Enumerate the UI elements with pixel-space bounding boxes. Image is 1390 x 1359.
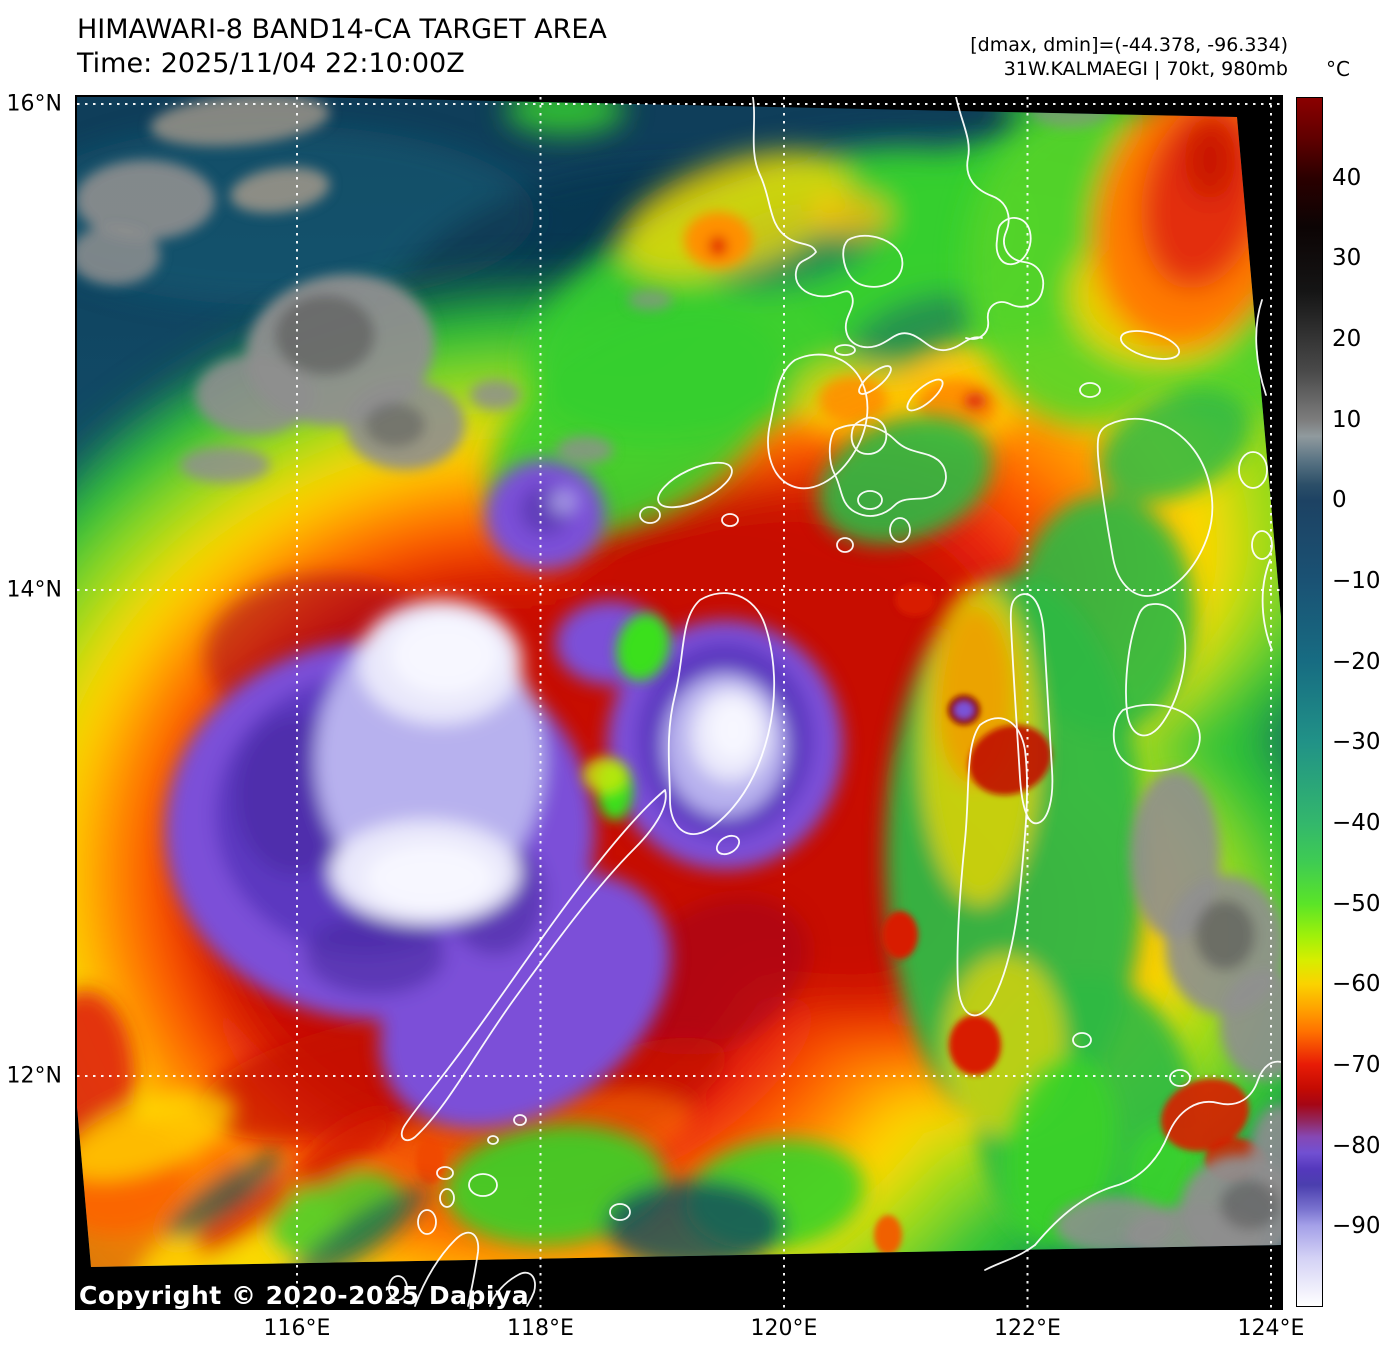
coastlines — [388, 97, 1281, 1307]
colorbar-tick-label: −60 — [1332, 971, 1381, 998]
colorbar-tick-label: 10 — [1332, 406, 1362, 433]
lat-tick-label: 14°N — [6, 577, 62, 603]
colorbar-tick-label: 20 — [1332, 326, 1362, 352]
lon-tick-label: 124°E — [1237, 1316, 1305, 1341]
stats-block: [dmax, dmin]=(-44.378, -96.334) 31W.KALM… — [970, 33, 1288, 81]
colorbar-tick-label: −20 — [1332, 648, 1381, 675]
grey-low-clouds — [77, 97, 1281, 1265]
colorbar-tick-label: 0 — [1332, 487, 1347, 514]
colorbar-tick-label: −90 — [1332, 1213, 1381, 1240]
lon-tick-label: 116°E — [263, 1316, 331, 1341]
latitude-axis: 16°N14°N12°N10°N8°N — [0, 91, 68, 1310]
longitude-axis: 116°E 118°E 120°E 122°E 124°E — [75, 1316, 1305, 1346]
colorbar-tick-label: −30 — [1332, 729, 1381, 756]
title-block: HIMAWARI-8 BAND14-CA TARGET AREA Time: 2… — [77, 13, 607, 81]
northeast-storm-cell — [965, 97, 1281, 425]
colorbar-tick-label: −40 — [1332, 810, 1381, 836]
colorbar-tick-label: −70 — [1332, 1052, 1381, 1078]
satellite-imagery — [77, 97, 1281, 1308]
graticule — [77, 97, 1281, 1308]
storm-info: 31W.KALMAEGI | 70kt, 980mb — [1003, 58, 1288, 80]
page-title: HIMAWARI-8 BAND14-CA TARGET AREA — [77, 14, 607, 45]
colorbar-unit-label: °C — [1326, 57, 1350, 81]
lat-tick-label: 12°N — [6, 1063, 62, 1089]
cloud-field — [77, 97, 1281, 1267]
colorbar-tick-labels: 40 30 20 10 0 −10 −20 −30 −40 −50 −60 −70 −80 −90 — [1332, 97, 1390, 1307]
colorbar-tick-label: −10 — [1332, 568, 1381, 594]
map-plot-area — [75, 95, 1283, 1310]
lon-tick-label: 118°E — [507, 1316, 574, 1341]
temperature-colorbar — [1296, 97, 1323, 1307]
copyright-notice: Copyright © 2020-2025 Dapiya — [79, 1281, 530, 1310]
dmax-dmin-readout: [dmax, dmin]=(-44.378, -96.334) — [970, 34, 1288, 56]
colorbar-tick-label: 40 — [1332, 164, 1362, 191]
lon-tick-label: 120°E — [750, 1316, 818, 1341]
lon-tick-label: 122°E — [994, 1316, 1061, 1341]
timestamp: Time: 2025/11/04 22:10:00Z — [77, 48, 465, 79]
colorbar-tick-label: −50 — [1332, 890, 1381, 917]
inner-green-notches — [583, 613, 670, 820]
colorbar-tick-label: 30 — [1332, 245, 1362, 272]
lat-tick-label: 16°N — [6, 91, 62, 117]
colorbar-tick-label: −80 — [1332, 1132, 1381, 1159]
